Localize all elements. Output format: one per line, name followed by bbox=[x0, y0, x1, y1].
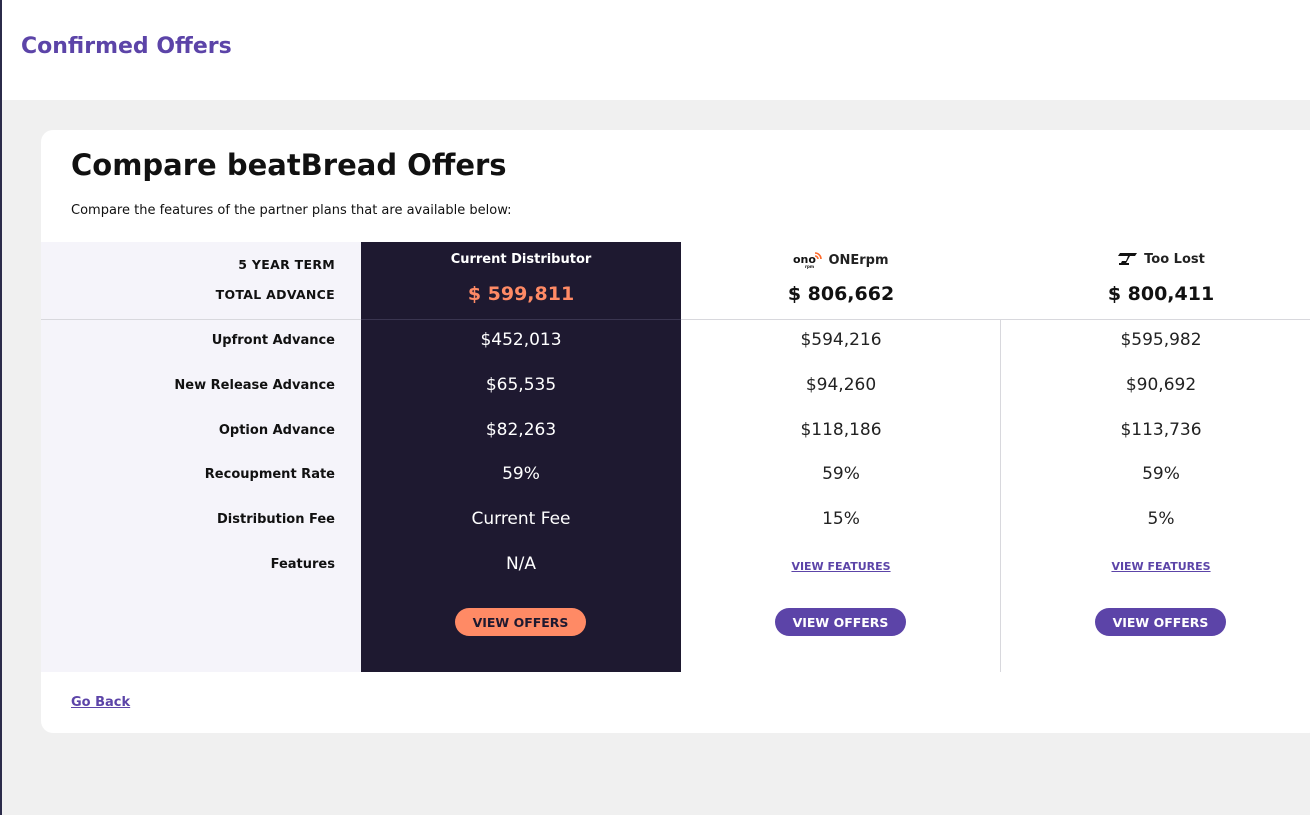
total-advance-label: TOTAL ADVANCE bbox=[215, 287, 335, 302]
window-left-edge bbox=[0, 0, 2, 815]
plan-recoupment-rate: 59% bbox=[502, 464, 540, 484]
term-label: 5 YEAR TERM bbox=[238, 257, 335, 272]
card-heading: Compare beatBread Offers bbox=[71, 148, 507, 182]
plan-name-row: ono rpm ONErpm bbox=[681, 251, 1001, 269]
plan-recoupment-rate: 59% bbox=[822, 464, 860, 484]
page-title: Confirmed Offers bbox=[21, 34, 232, 59]
plan-recoupment-rate: 59% bbox=[1142, 464, 1180, 484]
view-features-link-onerpm[interactable]: VIEW FEATURES bbox=[791, 560, 891, 573]
plan-distribution-fee: Current Fee bbox=[471, 509, 571, 529]
plan-total-advance: $ 800,411 bbox=[1107, 283, 1215, 305]
column-divider bbox=[1000, 320, 1001, 672]
plan-upfront-advance: $594,216 bbox=[800, 330, 882, 350]
plan-name-row: Too Lost bbox=[1001, 251, 1310, 267]
plan-distribution-fee: 15% bbox=[822, 509, 860, 529]
top-bar: Confirmed Offers bbox=[2, 0, 1310, 100]
view-features-link-toolost[interactable]: VIEW FEATURES bbox=[1111, 560, 1211, 573]
plan-distribution-fee: 5% bbox=[1147, 509, 1175, 529]
onerpm-logo-icon: ono rpm bbox=[793, 252, 823, 269]
plan-new-release-advance: $65,535 bbox=[485, 375, 557, 395]
plan-features: N/A bbox=[505, 554, 537, 574]
current-distributor-column: Current Distributor $ 599,811 $452,013 $… bbox=[361, 242, 681, 672]
plan-option-advance: $82,263 bbox=[485, 420, 557, 440]
plan-option-advance: $113,736 bbox=[1120, 420, 1202, 440]
plan-option-advance: $118,186 bbox=[800, 420, 882, 440]
plan-new-release-advance: $94,260 bbox=[805, 375, 877, 395]
plan-name: ONErpm bbox=[828, 252, 889, 268]
svg-text:rpm: rpm bbox=[805, 264, 814, 269]
distribution-fee-label: Distribution Fee bbox=[217, 512, 335, 527]
view-offers-button-onerpm[interactable]: VIEW OFFERS bbox=[775, 608, 906, 636]
compare-offers-card: Compare beatBread Offers Compare the fea… bbox=[41, 130, 1310, 733]
option-advance-label: Option Advance bbox=[218, 423, 335, 438]
plan-name: Too Lost bbox=[1144, 251, 1205, 267]
plan-new-release-advance: $90,692 bbox=[1125, 375, 1197, 395]
header-divider-dark bbox=[361, 319, 681, 320]
recoupment-rate-label: Recoupment Rate bbox=[204, 467, 335, 482]
plan-total-advance: $ 599,811 bbox=[467, 283, 575, 305]
features-label: Features bbox=[270, 557, 335, 572]
view-offers-button-current[interactable]: VIEW OFFERS bbox=[455, 608, 586, 636]
plan-name: Current Distributor bbox=[450, 252, 592, 267]
plan-upfront-advance: $595,982 bbox=[1120, 330, 1202, 350]
plan-total-advance: $ 806,662 bbox=[787, 283, 895, 305]
new-release-advance-label: New Release Advance bbox=[174, 378, 335, 393]
upfront-advance-label: Upfront Advance bbox=[211, 333, 335, 348]
row-label-column: 5 YEAR TERM TOTAL ADVANCE Upfront Advanc… bbox=[41, 242, 361, 672]
view-offers-button-toolost[interactable]: VIEW OFFERS bbox=[1095, 608, 1226, 636]
plan-upfront-advance: $452,013 bbox=[480, 330, 562, 350]
toolost-logo-icon bbox=[1118, 253, 1138, 265]
card-subtitle: Compare the features of the partner plan… bbox=[71, 203, 512, 218]
svg-text:ono: ono bbox=[793, 253, 816, 266]
go-back-link[interactable]: Go Back bbox=[71, 695, 131, 710]
